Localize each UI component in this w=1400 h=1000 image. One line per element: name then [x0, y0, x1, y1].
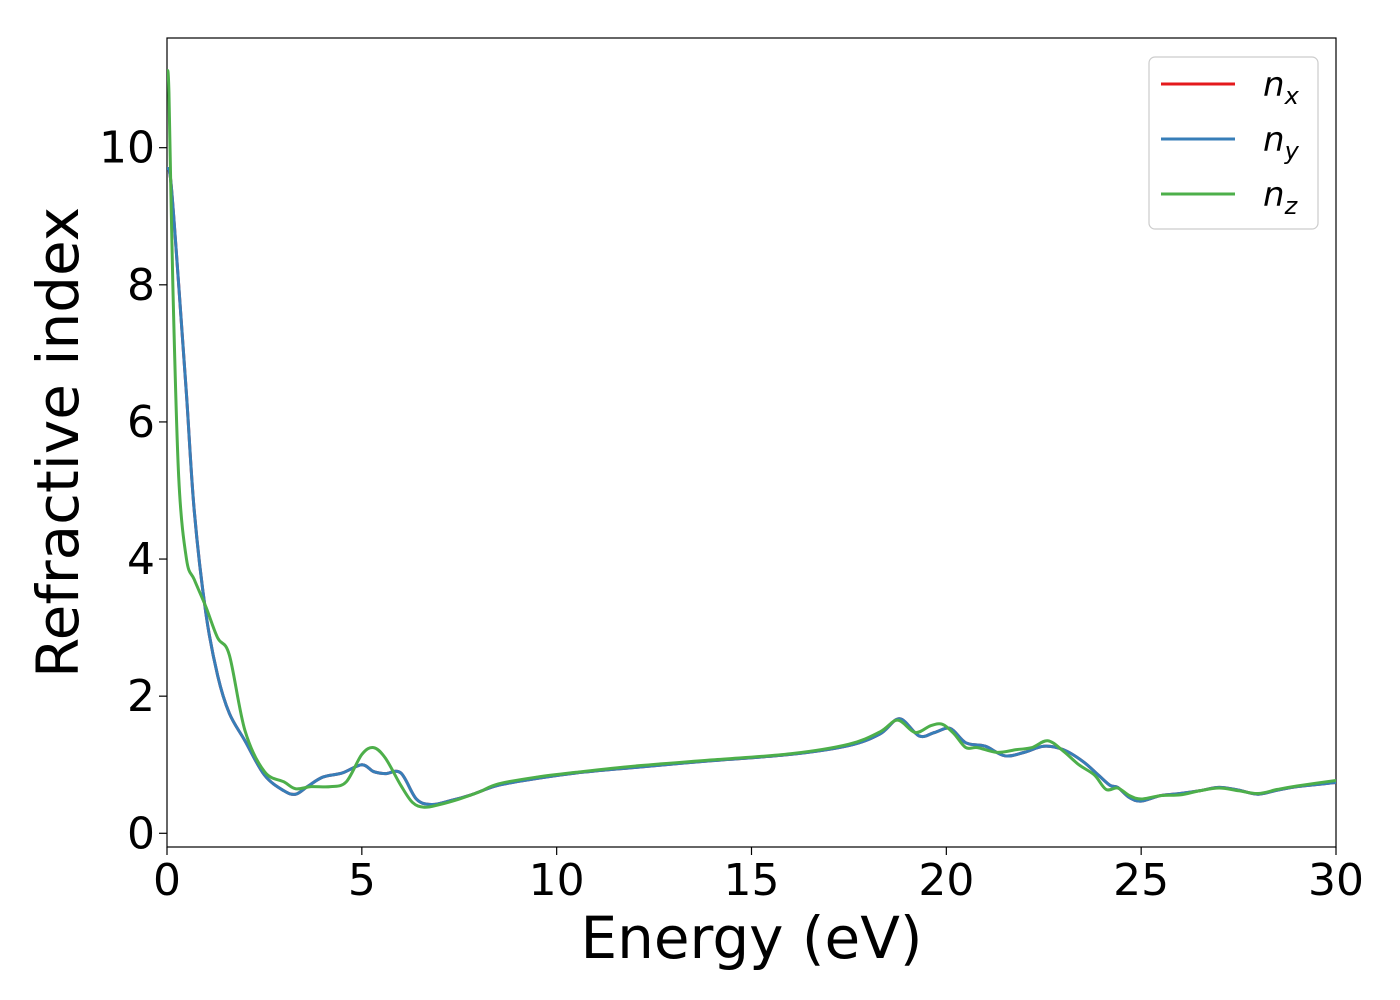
legend-box	[1148, 56, 1319, 230]
legend-label: ny	[1263, 120, 1300, 165]
x-axis-title: Energy (eV)	[580, 904, 922, 972]
legend-item-n-z[interactable]: nz	[1161, 175, 1299, 220]
y-tick-label: 8	[127, 260, 155, 311]
legend-label-base: n	[1263, 175, 1285, 215]
plot-frame	[166, 37, 1337, 848]
x-tick-label: 20	[918, 855, 974, 906]
legend-label: nx	[1263, 65, 1300, 110]
legend-label-base: n	[1263, 120, 1285, 160]
x-tick-label: 30	[1308, 855, 1364, 906]
legend-label: nz	[1263, 175, 1299, 220]
y-axis-title: Refractive index	[24, 207, 92, 678]
y-tick-label: 4	[127, 534, 155, 585]
x-axis: 0 5 10 15 20 25 30	[153, 847, 1364, 906]
legend-item-n-x[interactable]: nx	[1161, 65, 1300, 110]
series-line-n-z	[167, 69, 1336, 809]
legend-label-subscript: y	[1284, 137, 1300, 165]
x-tick-label: 5	[348, 855, 376, 906]
y-axis: 0 2 4 6 8 10	[99, 123, 167, 859]
y-tick-label: 10	[99, 123, 155, 174]
legend-label-base: n	[1263, 65, 1285, 105]
x-tick-label: 0	[153, 855, 181, 906]
legend-label-subscript: x	[1284, 82, 1300, 110]
y-tick-label: 6	[127, 397, 155, 448]
plot-area	[166, 37, 1337, 848]
legend-item-n-y[interactable]: ny	[1161, 120, 1300, 165]
legend-label-subscript: z	[1284, 192, 1299, 220]
y-tick-label: 2	[127, 671, 155, 722]
x-tick-label: 25	[1113, 855, 1169, 906]
x-tick-label: 10	[529, 855, 585, 906]
y-tick-label: 0	[127, 808, 155, 859]
x-tick-label: 15	[724, 855, 780, 906]
series-layer	[167, 69, 1336, 809]
